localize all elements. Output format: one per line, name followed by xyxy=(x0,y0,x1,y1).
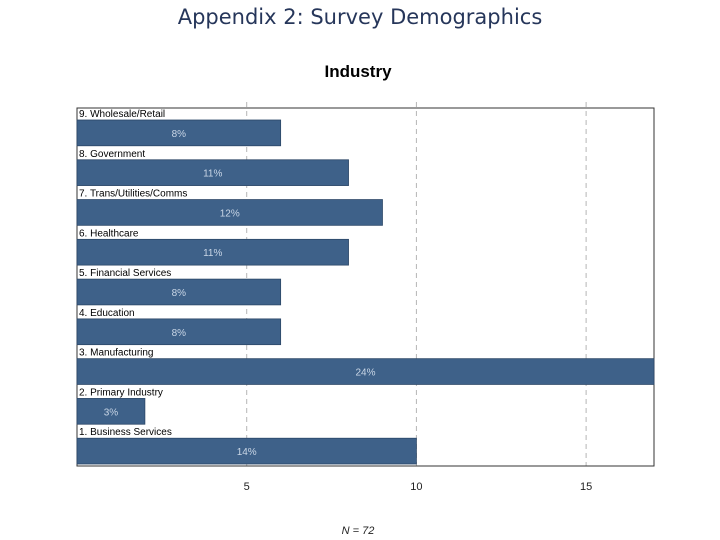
data-label: 11% xyxy=(203,248,222,259)
bar xyxy=(76,278,282,306)
bar xyxy=(76,358,655,385)
bar xyxy=(76,199,383,226)
x-tick-label: 5 xyxy=(244,481,250,493)
data-label: 12% xyxy=(220,208,240,219)
slide-title: Appendix 2: Survey Demographics xyxy=(177,5,543,29)
x-tick-label: 10 xyxy=(410,481,422,493)
bar xyxy=(76,398,146,425)
x-tick-label: 15 xyxy=(580,481,592,493)
bar xyxy=(76,119,282,147)
category-label: 6. Healthcare xyxy=(79,228,139,239)
bar xyxy=(76,318,282,346)
category-label: 8. Government xyxy=(79,149,145,160)
data-label: 24% xyxy=(355,368,375,379)
category-label: 9. Wholesale/Retail xyxy=(79,109,165,120)
category-label: 5. Financial Services xyxy=(79,268,171,279)
category-label: 3. Manufacturing xyxy=(79,348,154,359)
category-label: 2. Primary Industry xyxy=(79,387,163,398)
data-label: 8% xyxy=(172,129,187,140)
chart-title: Industry xyxy=(324,62,392,81)
data-label: 11% xyxy=(203,169,222,180)
category-label: 1. Business Services xyxy=(79,427,172,438)
bar xyxy=(76,159,349,186)
sample-size-note: N = 72 xyxy=(342,525,375,537)
data-label: 8% xyxy=(172,328,187,339)
category-label: 4. Education xyxy=(79,308,135,319)
data-label: 8% xyxy=(172,288,187,299)
data-label: 14% xyxy=(237,447,257,458)
category-label: 7. Trans/Utilities/Comms xyxy=(79,189,187,200)
bar xyxy=(76,437,417,465)
bar xyxy=(76,238,349,266)
data-label: 3% xyxy=(104,407,119,418)
